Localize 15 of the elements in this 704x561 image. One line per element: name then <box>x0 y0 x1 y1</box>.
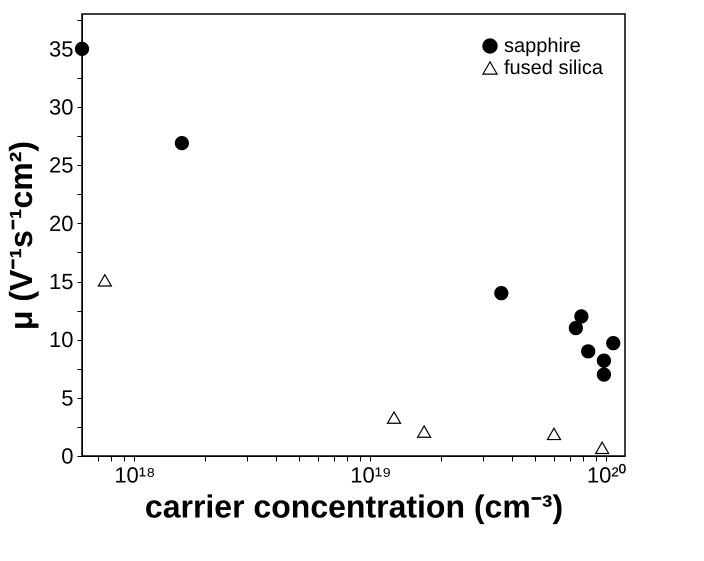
y-tick-label: 15 <box>49 269 74 294</box>
x-tick-label: 10¹⁸ <box>114 462 156 488</box>
y-axis-title: μ (V⁻¹s⁻¹cm²) <box>3 140 40 330</box>
y-tick-label: 20 <box>49 210 74 236</box>
legend-label: fused silica <box>504 57 604 79</box>
y-tick-label: 30 <box>49 94 74 120</box>
legend-label: sapphire <box>504 35 581 57</box>
y-tick-label: 0 <box>61 444 74 468</box>
x-axis-title: carrier concentration (cm⁻³) <box>144 488 564 524</box>
y-tick-label: 5 <box>61 385 74 410</box>
x-tick-label: 10²⁰ <box>586 462 627 488</box>
y-tick-label: 10 <box>49 327 74 352</box>
x-tick-label: 10¹⁹ <box>350 462 392 488</box>
y-tick-label: 35 <box>49 36 74 62</box>
y-tick-label: 25 <box>49 152 74 178</box>
